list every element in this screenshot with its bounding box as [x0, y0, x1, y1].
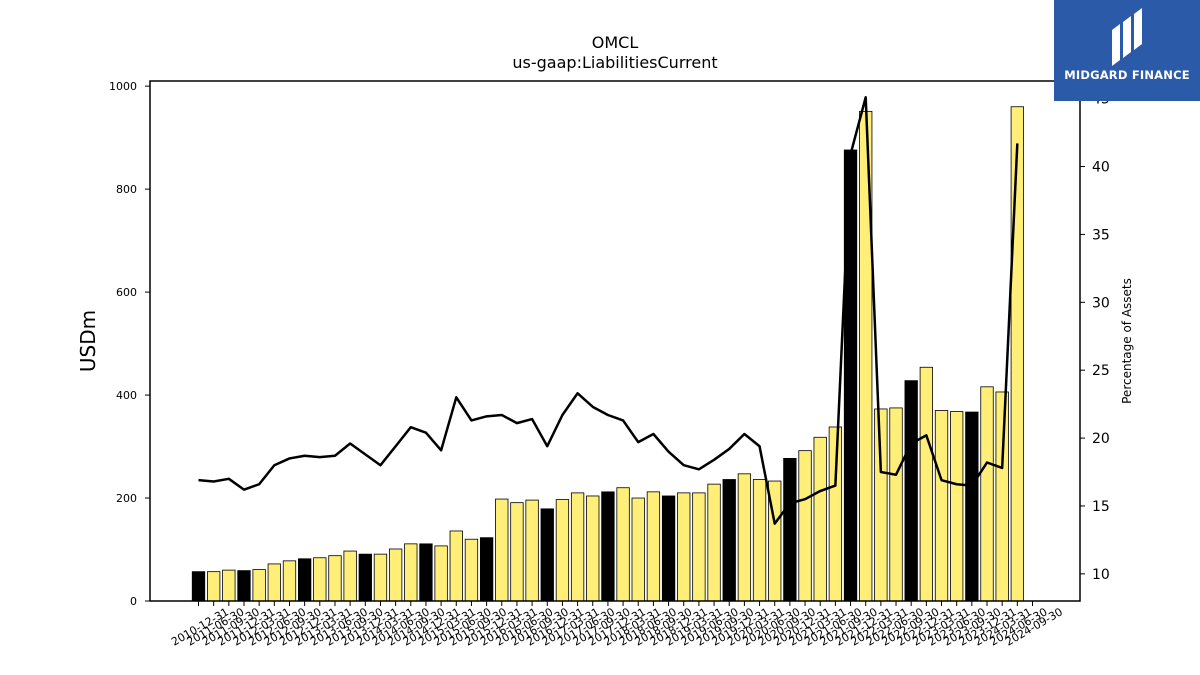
bar-2014-06-30	[404, 543, 418, 602]
x-axis: 2010-12-312011-06-302011-09-302011-12-31…	[169, 601, 1065, 649]
bar-2018-03-31	[631, 497, 645, 602]
y-axis-label: USDm	[76, 310, 100, 372]
chart-title: OMCL	[592, 33, 639, 52]
bar-2014-09-30	[419, 543, 433, 602]
bar-2022-09-30	[904, 380, 918, 602]
y-tick-label: 1000	[109, 80, 137, 93]
chart-subtitle: us-gaap:LiabilitiesCurrent	[512, 53, 717, 72]
bar-2016-06-30	[525, 499, 539, 602]
bar-2012-09-30	[297, 558, 312, 602]
bar-2023-09-30	[965, 411, 979, 602]
y-right-tick-label: 25	[1092, 363, 1110, 379]
y-right-tick-label: 20	[1092, 431, 1110, 447]
y-right-tick-label: 10	[1092, 567, 1110, 583]
logo-text: MIDGARD FINANCE	[1064, 68, 1190, 82]
bar-2013-09-30	[358, 553, 372, 602]
bar-2016-03-31	[510, 502, 524, 602]
bar-2024-06-30	[1010, 106, 1024, 602]
bar-2018-06-30	[646, 491, 661, 602]
bar-2015-12-31	[495, 498, 509, 602]
bar-2015-09-30	[479, 537, 494, 602]
bar-2020-09-30	[783, 457, 797, 602]
y-axis-left: 0 200 400 600 800 1000	[109, 80, 150, 608]
bar-2021-03-31	[813, 436, 827, 602]
bar-2014-12-31	[434, 545, 448, 602]
bar-2011-06-30	[222, 569, 236, 602]
y-axis-right: 1015202530354045	[1080, 92, 1110, 583]
bar-2012-12-31	[313, 557, 327, 602]
bar-2023-03-31	[934, 410, 949, 602]
bar-2011-12-31	[252, 569, 266, 602]
bar-2015-03-31	[449, 530, 463, 602]
line-layer	[198, 96, 1019, 525]
bar-2016-12-31	[555, 499, 570, 602]
bar-2020-03-31	[752, 479, 767, 602]
bar-2021-09-30	[843, 149, 858, 602]
bar-2019-06-30	[707, 483, 721, 602]
bar-2019-03-31	[692, 492, 706, 602]
bar-2020-12-31	[798, 450, 812, 602]
plot-frame	[149, 80, 1081, 602]
y-tick-label: 800	[116, 183, 137, 196]
bar-2012-03-31	[267, 563, 281, 602]
y-right-tick-label: 35	[1092, 227, 1110, 243]
y-tick-label: 0	[130, 595, 137, 608]
bar-2017-06-30	[586, 495, 600, 602]
bar-2019-12-31	[737, 473, 752, 602]
bar-2018-09-30	[661, 495, 676, 602]
bar-2011-09-30	[237, 570, 251, 602]
y-right-tick-label: 40	[1092, 160, 1110, 176]
bar-2022-06-30	[889, 407, 903, 602]
bar-2010-12-31	[191, 571, 206, 602]
bar-2023-06-30	[950, 411, 964, 602]
bar-2013-12-31	[373, 553, 388, 602]
y-tick-label: 600	[116, 286, 137, 299]
logo: MIDGARD FINANCE	[1054, 0, 1200, 101]
bar-2013-03-31	[328, 555, 342, 602]
bar-2024-03-31	[995, 391, 1009, 602]
bar-2022-12-31	[919, 366, 934, 602]
bar-2021-06-30	[828, 426, 843, 602]
bar-2023-12-31	[980, 386, 994, 602]
bar-2014-03-31	[388, 548, 403, 602]
y-right-tick-label: 30	[1092, 295, 1110, 311]
bar-2017-09-30	[601, 491, 615, 602]
y-tick-label: 400	[116, 389, 137, 402]
midgard-logo-icon	[1112, 8, 1142, 66]
bar-2018-12-31	[677, 492, 691, 602]
bar-2015-06-30	[464, 538, 479, 602]
y-axis-label-right: Percentage of Assets	[1120, 278, 1134, 404]
bars-layer	[191, 106, 1024, 602]
bar-2022-03-31	[874, 408, 888, 602]
bar-2016-09-30	[540, 508, 554, 602]
bar-2017-03-31	[570, 492, 585, 602]
bar-2017-12-31	[616, 487, 630, 602]
percentage-line	[198, 96, 1019, 525]
bar-2012-06-30	[282, 560, 297, 602]
bar-2013-06-30	[343, 550, 357, 602]
bar-2019-09-30	[722, 479, 736, 602]
y-right-tick-label: 15	[1092, 499, 1110, 515]
y-tick-label: 200	[116, 492, 137, 505]
bar-2011-03-31	[207, 571, 221, 602]
